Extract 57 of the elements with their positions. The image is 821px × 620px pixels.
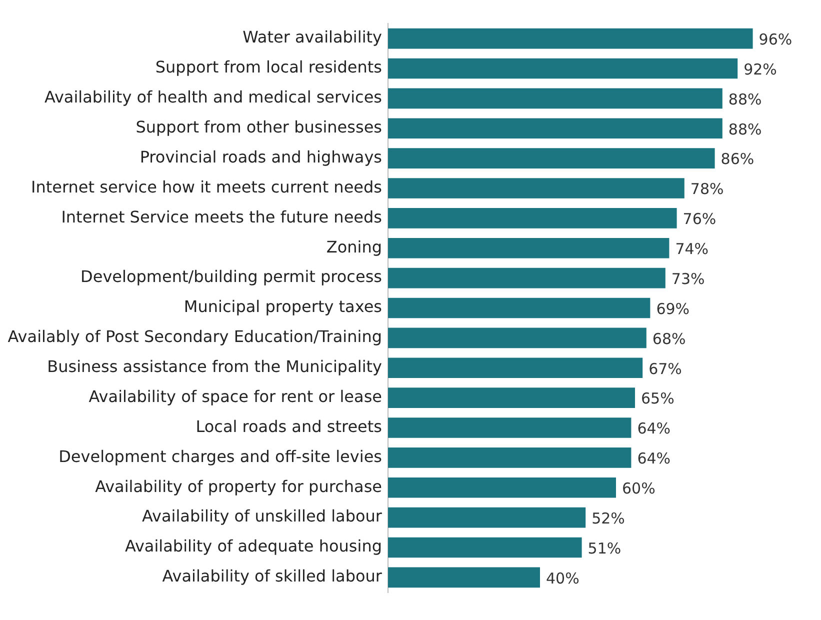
data-label: 64% [637, 450, 671, 468]
bar [388, 328, 646, 348]
y-tick-label: Support from other businesses [136, 118, 382, 137]
y-tick-label: Development/building permit process [80, 267, 382, 286]
y-tick-label: Support from local residents [155, 58, 382, 77]
bar [388, 298, 650, 318]
data-label: 60% [622, 480, 656, 498]
bar [388, 178, 684, 198]
y-tick-label: Availability of unskilled labour [142, 506, 382, 526]
y-tick-label: Availability of adequate housing [124, 536, 382, 556]
data-label: 73% [671, 270, 705, 288]
y-tick-label: Local roads and streets [196, 416, 382, 436]
data-label: 86% [720, 150, 754, 168]
y-tick-label: Water availability [242, 28, 382, 47]
data-label: 76% [682, 210, 716, 228]
bar [388, 268, 666, 288]
y-tick-label: Provincial roads and highways [140, 147, 382, 166]
y-tick-label: Internet service how it meets current needs [30, 177, 382, 196]
bar [388, 507, 586, 528]
y-tick-label: Availably of Post Secondary Education/Training [8, 327, 382, 346]
bar [388, 148, 715, 168]
data-label: 74% [675, 240, 709, 258]
data-label: 64% [637, 420, 671, 438]
bar [388, 388, 635, 408]
data-label: 40% [546, 569, 580, 588]
bar [388, 567, 540, 588]
bar [388, 418, 632, 438]
y-tick-label: Internet Service meets the future needs [61, 207, 382, 226]
y-tick-label: Business assistance from the Municipality [47, 357, 382, 376]
y-tick-label: Zoning [326, 237, 382, 256]
data-label: 92% [744, 60, 777, 78]
data-label: 96% [758, 30, 792, 48]
y-tick-label: Development charges and off-site levies [58, 446, 382, 466]
data-label: 88% [728, 90, 762, 108]
y-tick-label: Availability of property for purchase [95, 476, 382, 496]
bar [388, 208, 677, 228]
y-tick-label: Availability of space for rent or lease [88, 386, 382, 406]
y-tick-label: Availability of skilled labour [162, 566, 382, 586]
bar [388, 477, 616, 498]
bar [388, 118, 722, 139]
bar [388, 58, 738, 79]
bar [388, 238, 670, 258]
data-label: 51% [588, 539, 622, 558]
bar [388, 28, 753, 49]
data-label: 52% [592, 509, 625, 528]
data-label: 68% [652, 330, 686, 348]
data-label: 65% [641, 390, 674, 408]
bar [388, 537, 582, 558]
bar [388, 88, 722, 109]
y-tick-label: Municipal property taxes [184, 297, 382, 316]
data-label: 88% [728, 120, 762, 138]
data-label: 78% [690, 180, 724, 198]
bar [388, 448, 632, 468]
data-label: 67% [648, 360, 682, 378]
bar [388, 358, 643, 378]
y-tick-label: Availability of health and medical services [44, 88, 382, 107]
data-label: 69% [656, 300, 690, 318]
